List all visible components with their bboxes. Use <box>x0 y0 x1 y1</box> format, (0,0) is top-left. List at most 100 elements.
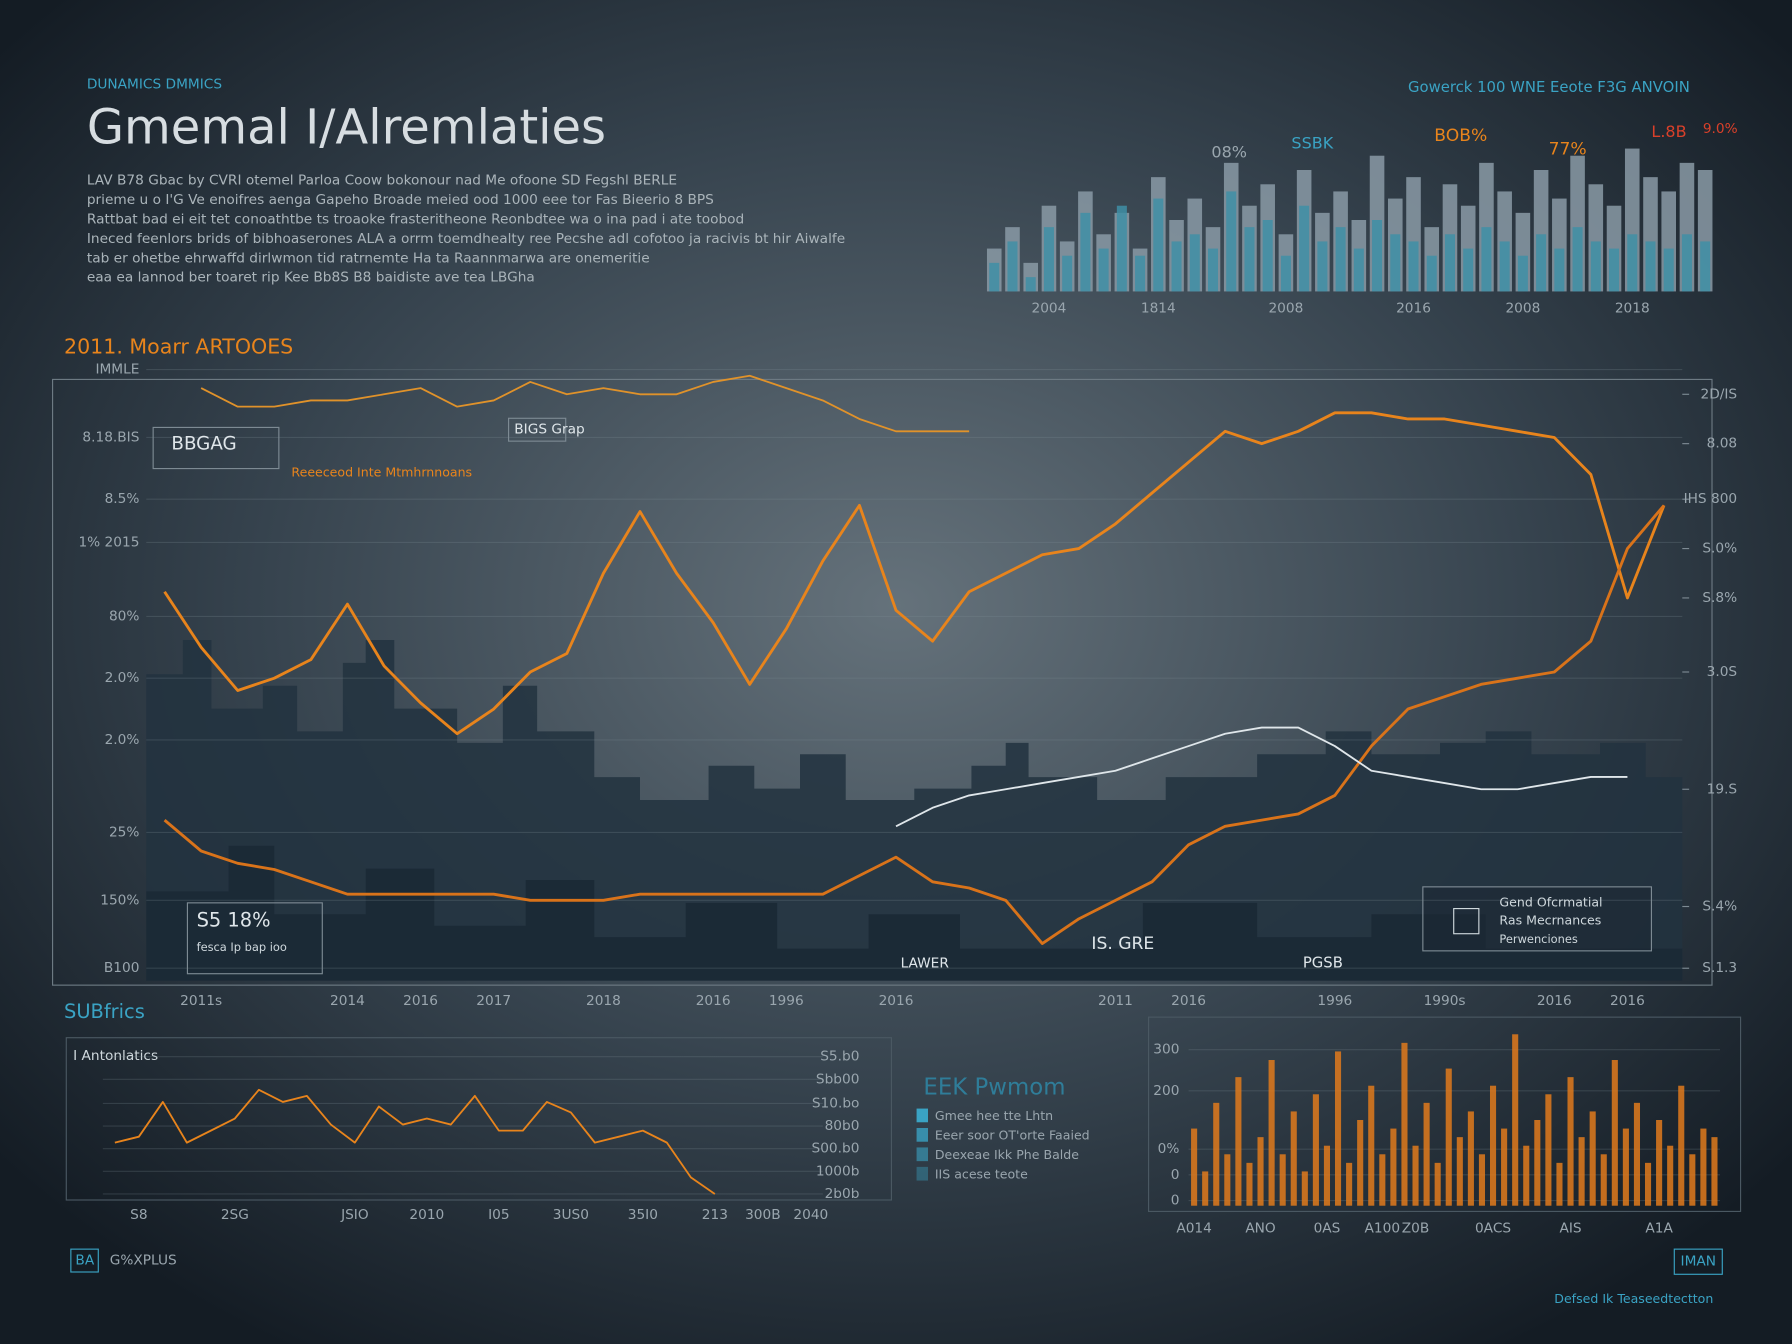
description-line: prieme u o I'G Ve enoifres aenga Gapeho … <box>87 192 714 208</box>
bar <box>1290 1111 1297 1206</box>
bar <box>1523 1145 1530 1206</box>
chart-title: I Antonlatics <box>73 1048 158 1064</box>
legend-swatch <box>916 1147 928 1162</box>
bar <box>1467 1111 1474 1206</box>
bar <box>1609 248 1620 292</box>
bar <box>1007 241 1018 292</box>
annotation: IS. GRE <box>1091 934 1154 954</box>
y-tick-label: 300 <box>1153 1042 1179 1058</box>
bar <box>1534 1120 1541 1206</box>
bar <box>1135 255 1146 292</box>
bar <box>1317 241 1328 292</box>
x-tick-label: A1A <box>1645 1221 1673 1237</box>
x-tick-label: S8 <box>130 1207 147 1223</box>
bar <box>1372 220 1383 292</box>
bar <box>1379 1154 1386 1206</box>
x-tick-label: 2004 <box>1032 301 1067 317</box>
legend-item: Gmee hee tte Lhtn <box>935 1108 1053 1123</box>
bar <box>1589 1111 1596 1206</box>
footer-button-box <box>1673 1248 1723 1275</box>
x-tick-label: 2016 <box>1396 301 1431 317</box>
bar <box>1567 1077 1574 1206</box>
y-tick-label: 8.18.BIS <box>82 429 139 445</box>
bar <box>1390 234 1401 292</box>
x-tick-label: 2SG <box>221 1207 249 1223</box>
footer-button[interactable]: IMAN <box>1681 1254 1717 1270</box>
footer-tag-box <box>70 1248 99 1273</box>
y2-tick-label: IHS 800 <box>1684 491 1738 507</box>
bar <box>1357 1120 1364 1206</box>
bar <box>1667 1145 1674 1206</box>
x-tick-label: 2011 <box>1098 993 1133 1009</box>
skyline-front <box>146 845 1683 981</box>
annotation: Gend Ofcrmatial <box>1499 894 1602 909</box>
bar <box>1390 1128 1397 1206</box>
bar <box>1627 234 1638 292</box>
bar <box>1043 227 1054 292</box>
y-tick-label: 25% <box>109 824 139 840</box>
footer-right: Defsed Ik Teaseedtectton <box>1554 1291 1713 1306</box>
x-tick-label: 2016 <box>1171 993 1206 1009</box>
y-tick-label: 150% <box>100 892 139 908</box>
bar <box>1456 1137 1463 1206</box>
x-tick-label: 2018 <box>586 993 621 1009</box>
annotation: fesca Ip bap ioo <box>197 940 287 954</box>
y-tick-label: 0 <box>1171 1193 1180 1209</box>
bar <box>1678 1085 1685 1206</box>
bar <box>1171 241 1182 292</box>
bar <box>1098 248 1109 292</box>
bar <box>1153 198 1164 292</box>
bar <box>1226 191 1237 292</box>
bar <box>1335 227 1346 292</box>
bar <box>1323 1145 1331 1206</box>
legend-icon <box>1453 908 1480 935</box>
bar <box>1368 1085 1375 1206</box>
y-tick-label: 2.0% <box>105 732 140 748</box>
annotation: 9.0% <box>1703 121 1738 137</box>
annotation: BIGS Grap <box>514 422 584 438</box>
bar <box>1191 1128 1198 1206</box>
bar <box>1412 1145 1419 1206</box>
bar <box>1545 1094 1552 1206</box>
annotation: 08% <box>1211 143 1247 162</box>
bar <box>1499 241 1510 292</box>
x-tick-label: I05 <box>488 1207 509 1223</box>
bar <box>1611 1060 1618 1206</box>
legend-item: IIS acese teote <box>935 1166 1028 1181</box>
x-tick-label: 1990s <box>1424 993 1466 1009</box>
y-tick-label: 0% <box>1158 1141 1180 1157</box>
bar <box>1235 1077 1242 1206</box>
x-tick-label: 1814 <box>1141 301 1176 317</box>
x-tick-label: 2008 <box>1268 301 1303 317</box>
y-tick-label: B100 <box>104 960 140 976</box>
x-tick-label: 2011s <box>180 993 222 1009</box>
bar <box>1257 1137 1264 1206</box>
legend-swatch <box>916 1108 928 1123</box>
bar <box>1512 1034 1519 1206</box>
description-line: tab er ohetbe ehrwaffd dirlwmon tid ratr… <box>87 250 650 266</box>
x-tick-label: 2016 <box>879 993 914 1009</box>
annotation: S5 18% <box>197 909 271 932</box>
y-tick-label: Sbb00 <box>816 1071 860 1087</box>
y-tick-label: 200 <box>1153 1083 1179 1099</box>
bar <box>1517 255 1528 292</box>
bar <box>1656 1120 1663 1206</box>
legend-swatch <box>916 1166 928 1181</box>
x-tick-label: 0AS <box>1314 1221 1341 1237</box>
bar <box>1062 255 1073 292</box>
chart-title: 2011. Moarr ARTOOES <box>64 334 293 358</box>
panel-title: EEK Pwmom <box>923 1074 1065 1100</box>
x-tick-label: 1996 <box>769 993 804 1009</box>
annotation: LAWER <box>901 955 950 971</box>
x-tick-label: 2014 <box>330 993 365 1009</box>
x-tick-label: 2018 <box>1615 301 1650 317</box>
x-tick-label: A014 <box>1176 1221 1212 1237</box>
bar <box>989 262 1000 292</box>
y-tick-label: 1000b <box>816 1163 860 1179</box>
bar <box>1556 1162 1563 1206</box>
x-tick-label: 1996 <box>1317 993 1352 1009</box>
x-tick-label: 0ACS <box>1475 1221 1511 1237</box>
x-tick-label: ANO <box>1245 1221 1276 1237</box>
bar <box>1224 1154 1231 1206</box>
